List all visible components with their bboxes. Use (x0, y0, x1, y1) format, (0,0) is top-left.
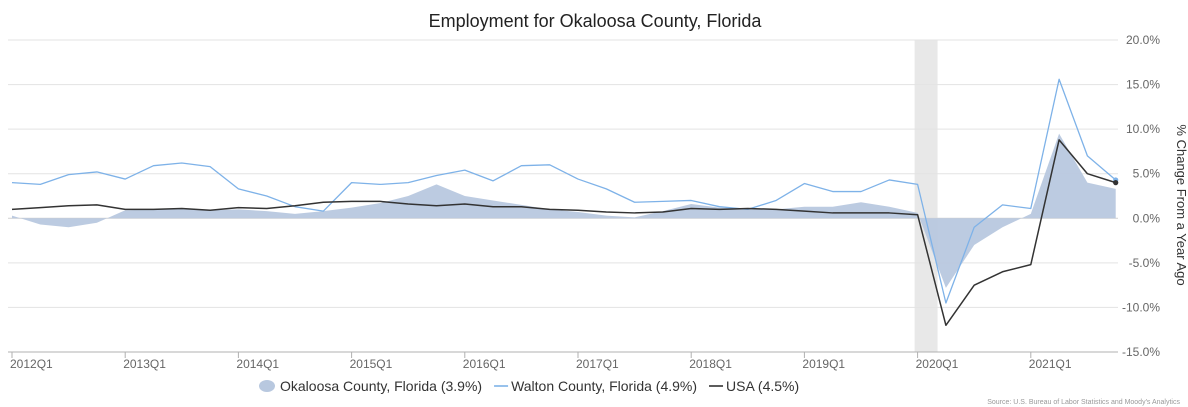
recession-shading-layer (914, 40, 938, 352)
y-tick-label: 15.0% (1126, 78, 1160, 92)
source-note: Source: U.S. Bureau of Labor Statistics … (987, 399, 1180, 406)
series-layer (11, 78, 1119, 327)
y-tick-label: 0.0% (1133, 211, 1161, 225)
recession-band (914, 40, 938, 352)
x-tick-label: 2021Q1 (1029, 357, 1072, 371)
legend-label: Okaloosa County, Florida (3.9%) (280, 378, 482, 394)
legend-label: Walton County, Florida (4.9%) (511, 378, 697, 394)
legend-swatch-area (259, 380, 275, 392)
x-tick-label: 2019Q1 (802, 357, 845, 371)
x-tick-label: 2012Q1 (10, 357, 53, 371)
usa-line (11, 139, 1116, 327)
y-tick-label: 10.0% (1126, 122, 1160, 136)
x-tick-label: 2020Q1 (916, 357, 959, 371)
x-tick-label: 2018Q1 (689, 357, 732, 371)
x-tick-label: 2014Q1 (236, 357, 279, 371)
grid-lines (8, 39, 1118, 353)
legend-label: USA (4.5%) (726, 378, 799, 394)
y-tick-label: 5.0% (1133, 167, 1161, 181)
x-tick-label: 2016Q1 (463, 357, 506, 371)
walton-county-florida-line (11, 78, 1117, 304)
y-tick-label: -15.0% (1122, 345, 1160, 359)
x-tick-label: 2015Q1 (350, 357, 393, 371)
okaloosa-county-florida-area (12, 133, 1116, 288)
legend-item: Walton County, Florida (4.9%) (494, 378, 697, 394)
x-tick-label: 2017Q1 (576, 357, 619, 371)
legend-item: USA (4.5%) (709, 378, 799, 394)
chart-title: Employment for Okaloosa County, Florida (429, 11, 763, 31)
legend-item: Okaloosa County, Florida (3.9%) (259, 378, 482, 394)
usa-endpoint (1113, 180, 1119, 186)
y-tick-label: -5.0% (1129, 256, 1161, 270)
legend: Okaloosa County, Florida (3.9%) Walton Co… (259, 378, 799, 394)
y-axis-label: % Change From a Year Ago (1174, 124, 1188, 285)
x-tick-label: 2013Q1 (123, 357, 166, 371)
y-tick-label: -10.0% (1122, 300, 1160, 314)
y-tick-label: 20.0% (1126, 33, 1160, 47)
axis-layer: 20.0% 15.0% 10.0% 5.0% 0.0% -5.0% -10.0% -15.0%… (8, 33, 1160, 371)
